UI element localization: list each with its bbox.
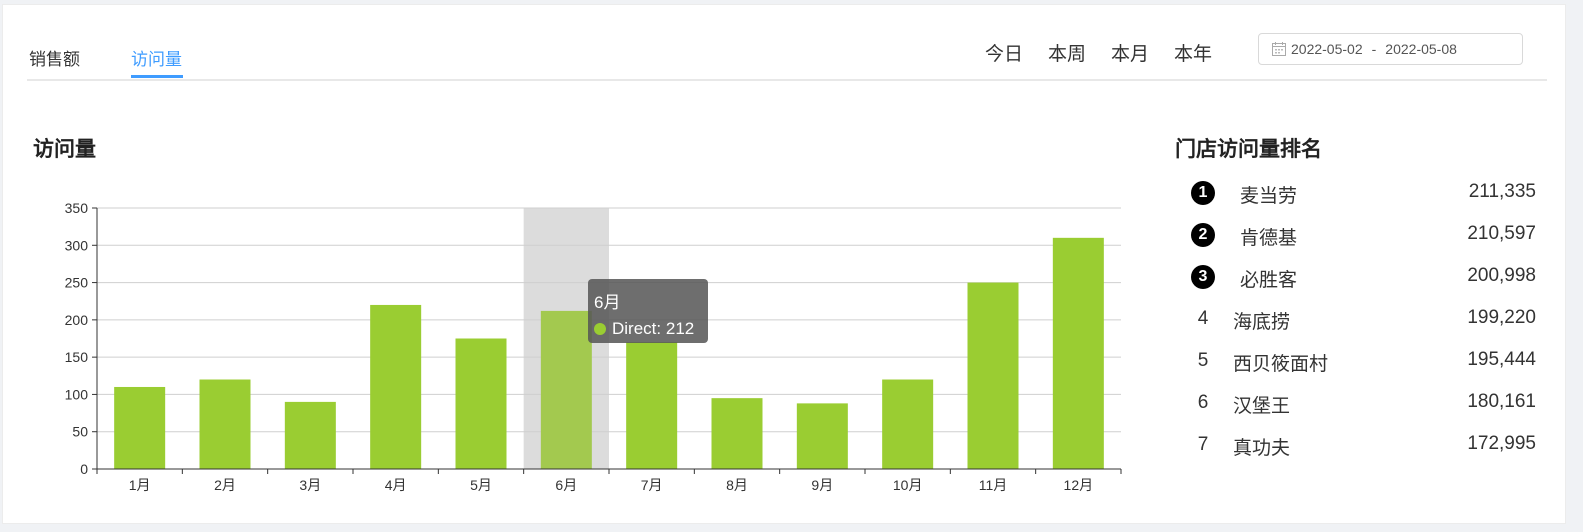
range-selector: 今日 本周 本月 本年 (985, 39, 1237, 66)
bar (540, 310, 592, 469)
date-range-picker[interactable]: 2022-05-02 - 2022-05-08 (1258, 33, 1523, 65)
x-tick-label: 4月 (385, 477, 407, 493)
y-tick-label: 150 (65, 349, 89, 365)
visit-count: 210,597 (1467, 223, 1536, 244)
ranking-item: 3 必胜客 200,998 (1179, 255, 1539, 297)
rank-number: 1 (1191, 181, 1215, 205)
range-year[interactable]: 本年 (1174, 44, 1213, 65)
y-tick-label: 200 (65, 312, 89, 328)
ranking-item: 6 汉堡王 180,161 (1179, 381, 1539, 423)
tooltip-title: 6月 (594, 293, 621, 312)
bar (626, 342, 678, 469)
visit-count: 195,444 (1467, 349, 1536, 370)
tab-bar: 销售额 访问量 今日 本周 本月 本年 2022-05-02 - 2022 (27, 29, 1547, 81)
series-color-dot (594, 323, 606, 335)
store-name: 必胜客 (1240, 270, 1298, 291)
visit-count: 172,995 (1467, 433, 1536, 454)
bar (711, 398, 763, 469)
rank-number: 4 (1197, 308, 1209, 329)
bar (796, 403, 848, 469)
visit-count: 199,220 (1467, 307, 1536, 328)
chart-title: 访问量 (33, 138, 96, 161)
active-tab-indicator (131, 75, 183, 78)
x-tick-label: 5月 (470, 477, 492, 493)
tab-visits[interactable]: 访问量 (131, 50, 182, 69)
store-name: 麦当劳 (1240, 186, 1298, 207)
x-tick-label: 11月 (979, 477, 1008, 493)
x-tick-label: 1月 (129, 477, 151, 493)
rank-number: 2 (1191, 223, 1215, 247)
x-tick-label: 3月 (299, 477, 321, 493)
chart-tooltip: 6月 Direct: 212 (588, 279, 708, 343)
ranking-item: 2 肯德基 210,597 (1179, 213, 1539, 255)
bar (114, 386, 166, 469)
calendar-icon (1272, 42, 1286, 56)
visit-count: 180,161 (1467, 391, 1536, 412)
ranking-title: 门店访问量排名 (1175, 138, 1322, 161)
x-tick-label: 2月 (214, 477, 236, 493)
y-tick-label: 300 (65, 237, 89, 253)
range-today[interactable]: 今日 (985, 44, 1024, 65)
tooltip-series: Direct (612, 319, 657, 338)
ranking-item: 1 麦当劳 211,335 (1179, 171, 1539, 213)
bar (967, 282, 1019, 469)
bar (284, 401, 336, 469)
range-week[interactable]: 本周 (1048, 44, 1087, 65)
y-tick-label: 350 (65, 200, 89, 216)
tooltip-colon: : (656, 319, 666, 338)
bar (199, 379, 251, 469)
store-name: 真功夫 (1233, 438, 1291, 459)
bar (370, 304, 422, 469)
x-tick-label: 7月 (641, 477, 663, 493)
x-tick-label: 9月 (811, 477, 833, 493)
rank-number: 7 (1197, 434, 1209, 455)
store-name: 汉堡王 (1233, 396, 1291, 417)
sales-card: 销售额 访问量 今日 本周 本月 本年 2022-05-02 - 2022 (2, 4, 1566, 524)
ranking-item: 7 真功夫 172,995 (1179, 423, 1539, 465)
bar (882, 379, 934, 469)
x-tick-label: 10月 (893, 477, 923, 493)
rank-number: 5 (1197, 350, 1209, 371)
x-tick-label: 6月 (555, 477, 577, 493)
ranking-item: 4 海底捞 199,220 (1179, 297, 1539, 339)
x-tick-label: 12月 (1064, 477, 1094, 493)
y-tick-label: 50 (72, 424, 88, 440)
store-name: 肯德基 (1240, 228, 1298, 249)
store-ranking-list: 1 麦当劳 211,335 2 肯德基 210,597 3 必胜客 200,998 4 海底捞 199… (1179, 171, 1539, 465)
visit-count: 211,335 (1468, 181, 1536, 202)
visit-count: 200,998 (1467, 265, 1536, 286)
x-tick-label: 8月 (726, 477, 748, 493)
date-end[interactable]: 2022-05-08 (1385, 41, 1457, 57)
y-tick-label: 0 (80, 461, 88, 477)
store-name: 西贝筱面村 (1233, 354, 1329, 375)
y-tick-label: 250 (65, 275, 89, 291)
date-start[interactable]: 2022-05-02 (1291, 41, 1363, 57)
bar (455, 338, 507, 469)
visits-bar-chart: 0 50 100 150 200 250 300 350 1月 2月 3月 4月 5月 6月 7月 8月 9月 1… (65, 200, 1122, 493)
date-separator: - (1371, 41, 1377, 57)
ranking-item: 5 西贝筱面村 195,444 (1179, 339, 1539, 381)
rank-number: 3 (1191, 265, 1215, 289)
bar (1052, 237, 1104, 469)
store-name: 海底捞 (1233, 312, 1291, 333)
tooltip-value: 212 (665, 319, 695, 338)
rank-number: 6 (1197, 392, 1209, 413)
y-tick-label: 100 (65, 386, 89, 402)
range-month[interactable]: 本月 (1111, 44, 1150, 65)
tab-sales[interactable]: 销售额 (29, 50, 80, 69)
